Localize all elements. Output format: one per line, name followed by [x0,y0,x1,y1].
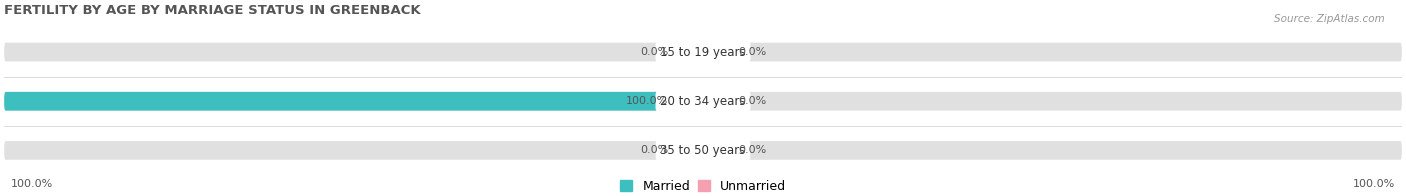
Text: 0.0%: 0.0% [738,47,766,57]
Text: 0.0%: 0.0% [640,145,668,155]
Text: 35 to 50 years: 35 to 50 years [661,144,745,157]
Text: 20 to 34 years: 20 to 34 years [661,95,745,108]
Legend: Married, Unmarried: Married, Unmarried [620,180,786,193]
FancyBboxPatch shape [703,141,724,160]
Text: 15 to 19 years: 15 to 19 years [661,45,745,59]
Text: 0.0%: 0.0% [738,145,766,155]
Text: 0.0%: 0.0% [640,47,668,57]
FancyBboxPatch shape [682,43,703,61]
FancyBboxPatch shape [4,141,1402,160]
Text: 100.0%: 100.0% [1353,179,1395,189]
Text: 100.0%: 100.0% [626,96,668,106]
Text: 100.0%: 100.0% [11,179,53,189]
FancyBboxPatch shape [4,92,703,111]
Text: FERTILITY BY AGE BY MARRIAGE STATUS IN GREENBACK: FERTILITY BY AGE BY MARRIAGE STATUS IN G… [4,4,420,17]
Text: 0.0%: 0.0% [738,96,766,106]
FancyBboxPatch shape [682,141,703,160]
FancyBboxPatch shape [703,43,724,61]
Text: Source: ZipAtlas.com: Source: ZipAtlas.com [1274,14,1385,24]
FancyBboxPatch shape [4,92,1402,111]
FancyBboxPatch shape [703,92,724,111]
FancyBboxPatch shape [4,43,1402,61]
